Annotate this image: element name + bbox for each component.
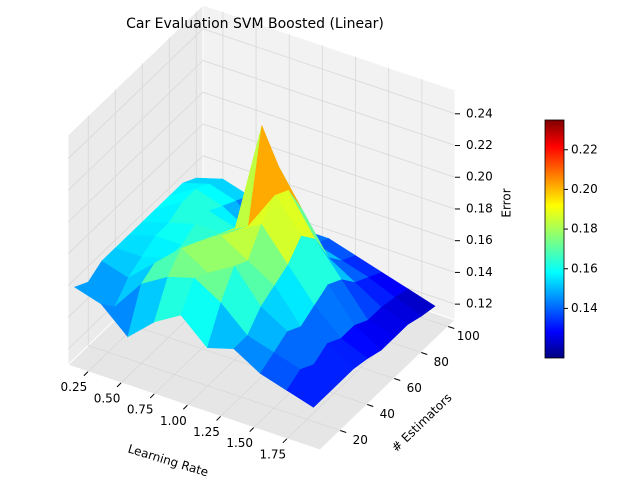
x-tick <box>83 371 89 377</box>
x-tick-label: 1.25 <box>193 425 220 439</box>
grid-line <box>67 123 204 255</box>
y-tick <box>394 378 401 381</box>
y-tick-label: 20 <box>353 433 368 447</box>
grid-line <box>202 155 456 242</box>
x-tick-label: 1.00 <box>160 414 187 428</box>
z-tick-label: 0.20 <box>466 170 493 184</box>
y-axis-label: # Estimators <box>389 391 455 455</box>
grid-line <box>67 60 204 191</box>
x-tick-label: 0.50 <box>94 391 121 405</box>
colorbar-tick-label: 0.20 <box>571 182 598 196</box>
z-tick-label: 0.16 <box>466 233 493 247</box>
surface-patch <box>286 369 328 408</box>
x-tick <box>216 416 221 421</box>
grid-line <box>202 60 456 146</box>
x-tick-label: 1.50 <box>226 436 253 450</box>
grid-line <box>202 91 456 178</box>
x-tick <box>149 393 155 399</box>
colorbar <box>544 119 565 359</box>
z-tick-label: 0.24 <box>466 106 493 120</box>
x-tick <box>183 404 188 410</box>
surface <box>74 124 436 408</box>
y-tick <box>367 404 374 407</box>
colorbar-tick-label: 0.22 <box>571 142 598 156</box>
x-tick-label: 0.25 <box>61 380 88 394</box>
y-tick-label: 60 <box>407 381 422 395</box>
grid-line <box>67 155 204 286</box>
x-tick-label: 0.75 <box>127 403 154 417</box>
grid-line <box>202 28 456 115</box>
grid-line <box>67 28 204 160</box>
y-tick-label: 40 <box>380 407 395 421</box>
y-tick <box>421 352 428 355</box>
x-tick <box>282 438 288 444</box>
grid-line <box>88 345 341 431</box>
grid-line <box>202 123 456 210</box>
x-tick <box>116 382 122 388</box>
z-tick-label: 0.12 <box>466 297 493 311</box>
chart-title: Car Evaluation SVM Boosted (Linear) <box>126 16 384 32</box>
colorbar-tick-label: 0.16 <box>571 261 598 275</box>
x-axis-label: Learning Rate <box>126 442 210 480</box>
y-tick-label: 80 <box>434 355 449 369</box>
x-tick-label: 1.75 <box>259 447 286 461</box>
z-tick-label: 0.22 <box>466 138 493 152</box>
y-tick <box>340 430 347 433</box>
colorbar-tick-label: 0.18 <box>571 222 598 236</box>
colorbar-tick-label: 0.14 <box>571 301 598 315</box>
labels: 0.25 0.50 0.75 1.00 1.25 1.50 1.75 20 40 60 80 100 0… <box>61 106 598 461</box>
x-tick <box>249 427 255 432</box>
z-tick-label: 0.14 <box>466 265 493 279</box>
y-tick <box>448 326 455 329</box>
y-tick-label: 100 <box>457 329 480 343</box>
z-tick-label: 0.18 <box>466 201 493 215</box>
z-axis-label: Error <box>500 188 514 217</box>
grid-line <box>67 91 204 223</box>
